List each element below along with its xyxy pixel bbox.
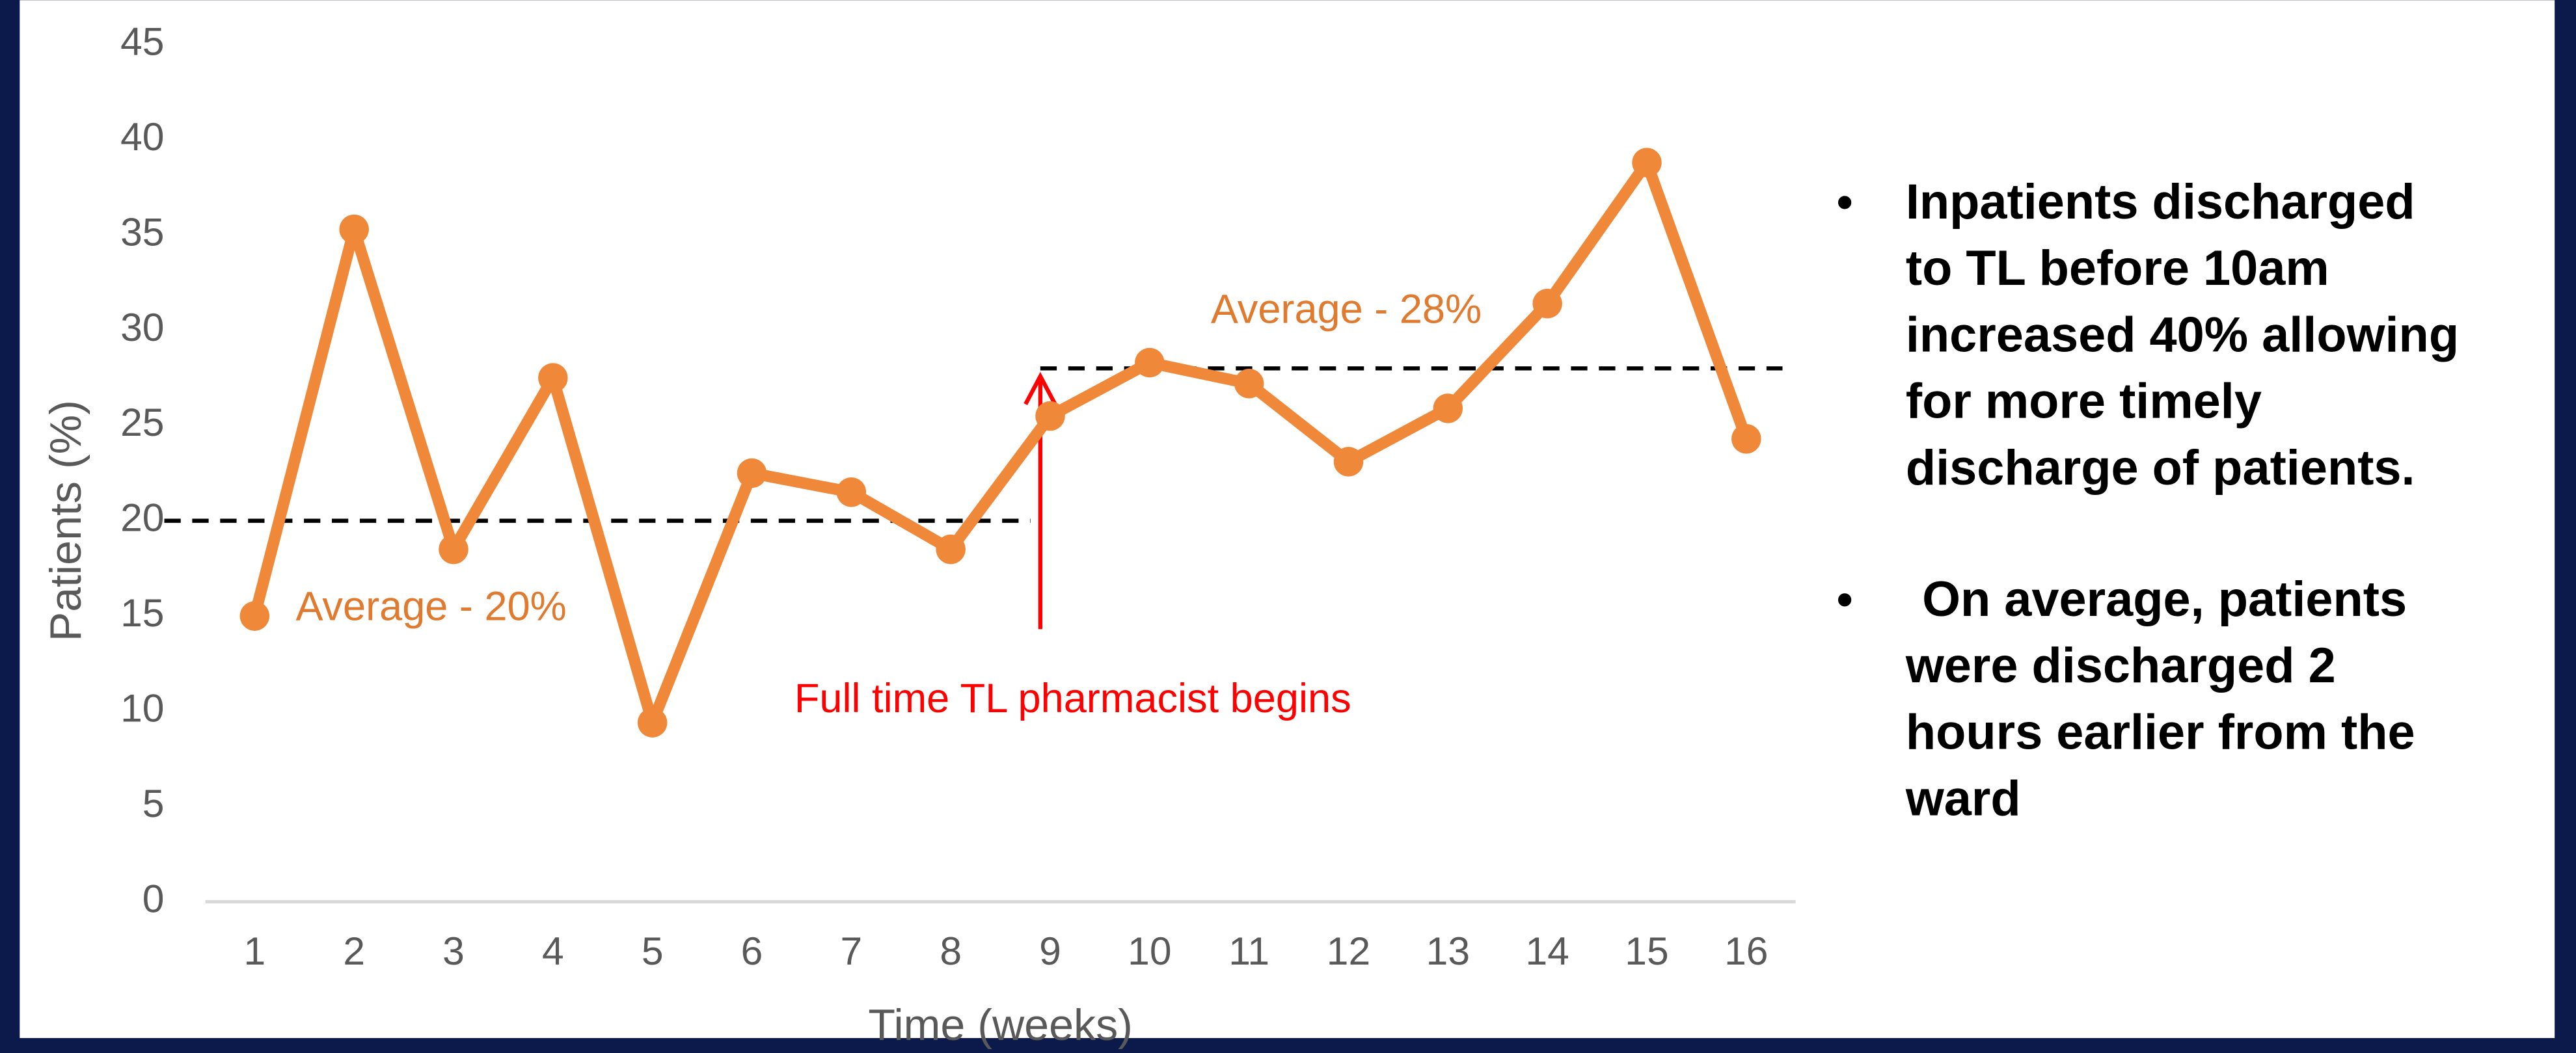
x-tick-label: 5	[642, 929, 664, 973]
data-point	[1731, 423, 1761, 454]
y-tick-label: 10	[120, 686, 164, 730]
data-point	[637, 708, 668, 738]
y-axis-title: Patients (%)	[41, 400, 90, 641]
bullet-text: for more timely	[1906, 374, 2262, 429]
average-label: Average - 28%	[1211, 287, 1482, 332]
data-point	[1532, 289, 1562, 319]
x-tick-label: 15	[1625, 929, 1668, 973]
x-tick-label: 2	[343, 929, 365, 973]
y-tick-label: 40	[120, 114, 164, 159]
data-point	[836, 477, 867, 507]
y-tick-label: 25	[120, 400, 164, 444]
data-point	[1632, 148, 1662, 178]
y-tick-label: 30	[120, 305, 164, 349]
data-point	[1035, 401, 1065, 431]
data-point	[439, 534, 468, 565]
y-tick-label: 5	[142, 781, 165, 825]
x-tick-label: 10	[1128, 929, 1171, 973]
bullet-text: increased 40% allowing	[1906, 307, 2459, 362]
x-tick-label: 12	[1327, 929, 1370, 973]
bullet-text: On average, patients	[1922, 572, 2407, 627]
y-tick-label: 15	[120, 591, 164, 635]
x-tick-label: 7	[840, 929, 862, 973]
data-point	[538, 363, 568, 393]
x-tick-label: 16	[1724, 929, 1768, 973]
bullet-dot: •	[1837, 574, 1853, 625]
bullet-text: were discharged 2	[1905, 638, 2336, 693]
data-point	[339, 214, 369, 245]
x-tick-label: 4	[542, 929, 564, 973]
data-point	[936, 534, 966, 565]
data-point	[1433, 393, 1463, 423]
bullet-text: ward	[1905, 771, 2021, 827]
bullet-text: to TL before 10am	[1906, 241, 2329, 296]
x-tick-label: 3	[442, 929, 465, 973]
average-label: Average - 20%	[295, 584, 566, 630]
data-point	[1135, 347, 1165, 378]
data-point	[1333, 447, 1364, 477]
x-tick-label: 13	[1426, 929, 1470, 973]
x-tick-label: 11	[1228, 929, 1269, 973]
event-label: Full time TL pharmacist begins	[794, 676, 1351, 721]
data-point	[239, 601, 270, 631]
x-axis-title: Time (weeks)	[868, 1000, 1132, 1050]
data-point	[737, 458, 767, 488]
bullet-text: discharge of patients.	[1906, 440, 2415, 496]
event-arrowhead	[1024, 371, 1057, 405]
bullet-dot: •	[1837, 176, 1853, 228]
bullet-text: hours earlier from the	[1906, 704, 2415, 760]
x-tick-label: 9	[1039, 929, 1061, 973]
x-tick-label: 8	[940, 929, 962, 973]
y-tick-label: 0	[142, 876, 165, 920]
bullet-text: Inpatients discharged	[1906, 174, 2415, 230]
x-tick-label: 6	[741, 929, 763, 973]
data-line	[249, 157, 1752, 728]
x-tick-label: 1	[244, 929, 266, 973]
y-tick-label: 45	[120, 19, 164, 63]
y-tick-label: 20	[120, 496, 164, 540]
data-point	[1234, 369, 1264, 399]
x-tick-label: 14	[1525, 929, 1569, 973]
y-tick-label: 35	[120, 209, 164, 254]
